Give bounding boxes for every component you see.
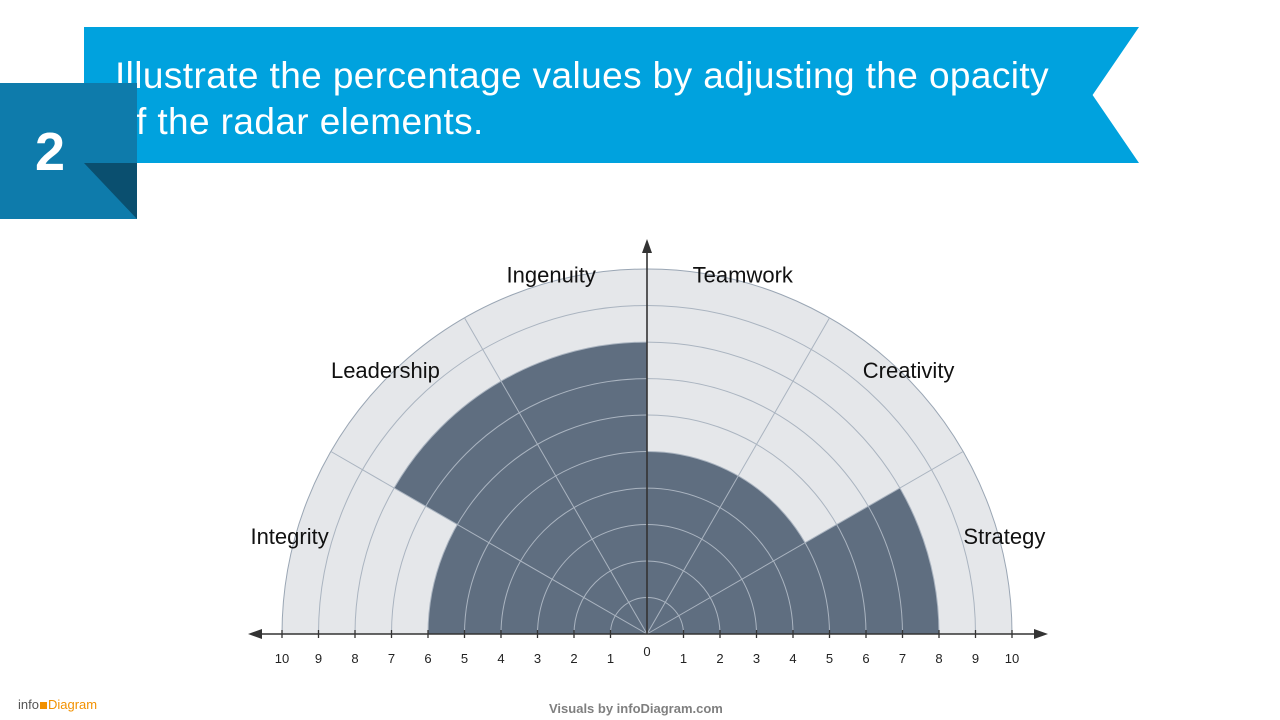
step-number: 2: [34, 122, 66, 182]
x-tick-label: 8: [351, 651, 358, 666]
x-tick-label: 3: [753, 651, 760, 666]
logo-text-info: info: [18, 697, 39, 712]
radial-line: [646, 317, 830, 635]
credit-text: Visuals by infoDiagram.com: [549, 701, 723, 716]
x-tick-label: 8: [935, 651, 942, 666]
x-tick-label: 10: [1005, 651, 1019, 666]
x-tick-label: 9: [315, 651, 322, 666]
logo-text-diagram: Diagram: [47, 697, 98, 712]
x-tick-label: 1: [680, 651, 687, 666]
infodiagram-logo: info Diagram: [18, 697, 97, 712]
x-tick-label: 4: [789, 651, 796, 666]
category-label: Strategy: [963, 524, 1045, 549]
x-tick-label: 7: [388, 651, 395, 666]
x-tick-label: 7: [899, 651, 906, 666]
x-tick-label: 5: [461, 651, 468, 666]
x-tick-label: 6: [424, 651, 431, 666]
sector-value: [647, 475, 806, 634]
sector-value: [647, 451, 739, 634]
sector-value: [647, 488, 939, 634]
slide-heading: Illustrate the percentage values by adju…: [115, 55, 1049, 142]
category-label: Creativity: [863, 358, 955, 383]
x-tick-label: 10: [275, 651, 289, 666]
title-banner: [84, 27, 1139, 163]
x-tick-label-zero: 0: [643, 644, 650, 659]
category-label: Teamwork: [693, 262, 794, 287]
x-tick-label: 5: [826, 651, 833, 666]
step-number-fold: [84, 163, 137, 219]
x-tick-label: 4: [497, 651, 504, 666]
x-tick-label: 3: [534, 651, 541, 666]
category-label: Integrity: [250, 524, 328, 549]
y-axis-arrow-icon: [642, 239, 652, 253]
radial-line: [464, 317, 648, 635]
x-tick-label: 1: [607, 651, 614, 666]
x-tick-label: 2: [716, 651, 723, 666]
sector-value: [501, 342, 647, 634]
logo-square-icon: [39, 702, 47, 709]
x-tick-label: 6: [862, 651, 869, 666]
radial-line: [330, 451, 648, 635]
category-label: Leadership: [331, 358, 440, 383]
x-axis-left-arrow-icon: [248, 629, 262, 639]
radial-line: [646, 451, 964, 635]
x-axis-right-arrow-icon: [1034, 629, 1048, 639]
sector-value: [394, 381, 647, 634]
sector-value: [428, 524, 647, 634]
x-tick-label: 9: [972, 651, 979, 666]
category-label: Ingenuity: [507, 262, 596, 287]
x-tick-label: 2: [570, 651, 577, 666]
